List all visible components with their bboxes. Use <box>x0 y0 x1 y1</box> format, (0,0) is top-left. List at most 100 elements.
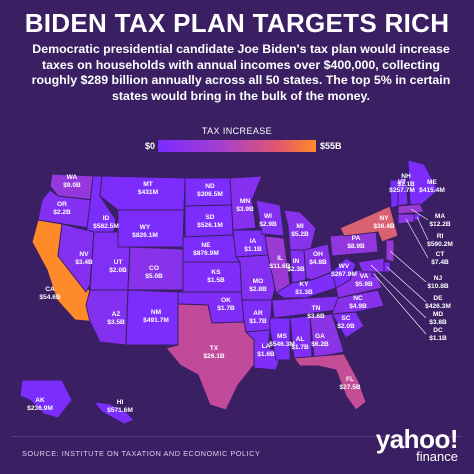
state-value: $10.8B <box>427 282 449 290</box>
state-value: $3.6B <box>307 312 325 320</box>
state-abbr: MI <box>296 223 304 230</box>
state-label-ri: RI $590.2M <box>427 233 453 248</box>
state-label-mt: MT $431M <box>138 181 158 196</box>
yahoo-finance-logo: yahoo! finance <box>375 424 459 464</box>
state-label-ma: MA $12.2B <box>429 213 450 228</box>
state-value: $6.2B <box>311 340 329 348</box>
state-shape-mn <box>229 175 263 231</box>
state-label-wy: WY $826.1M <box>132 224 158 239</box>
brand-name: yahoo! <box>375 424 459 454</box>
state-value: $3.8B <box>429 318 447 326</box>
state-value: $12.2B <box>429 220 451 228</box>
state-label-ga: GA $6.2B <box>311 333 329 348</box>
state-shape-tx <box>165 303 259 411</box>
state-label-dc: DC $1.1B <box>429 327 447 342</box>
state-abbr: NH <box>401 173 411 180</box>
state-abbr: KS <box>211 269 221 276</box>
state-abbr: OR <box>57 201 67 208</box>
leader-line-ma <box>410 208 429 221</box>
footer-divider <box>12 436 462 437</box>
state-label-ky: KY $1.3B <box>295 281 313 296</box>
state-shape-in <box>289 249 307 284</box>
state-abbr: FL <box>345 376 355 383</box>
state-shape-nc <box>331 289 385 315</box>
state-label-nd: ND $306.5M <box>197 183 223 198</box>
leader-line-md <box>370 264 427 319</box>
state-label-mi: MI $5.2B <box>291 223 309 238</box>
state-value: $582.5M <box>93 222 119 230</box>
state-abbr: MN <box>239 198 251 205</box>
state-abbr: NV <box>79 251 89 258</box>
state-value: $236.9M <box>27 404 53 412</box>
state-label-hi: HI $571.6M <box>107 399 133 414</box>
state-label-ar: AR $1.7B <box>249 310 267 325</box>
state-shape-la <box>244 329 283 371</box>
state-shape-nv <box>57 223 95 293</box>
leader-line-ri <box>416 216 429 241</box>
state-shape-me <box>407 159 439 207</box>
state-abbr: KY <box>299 281 309 288</box>
state-label-ut: UT $2.0B <box>109 259 127 274</box>
state-abbr: MO <box>252 278 264 285</box>
state-label-ca: CA $54.6B <box>39 286 60 301</box>
state-shape-ms <box>269 317 291 361</box>
state-value: $431M <box>137 188 159 196</box>
state-shape-fl <box>293 353 367 411</box>
state-value: $7.4B <box>431 258 449 266</box>
state-abbr: PA <box>351 235 361 242</box>
state-abbr: TX <box>209 345 219 352</box>
state-value: $1.3B <box>295 288 313 296</box>
state-value: $1.5B <box>207 276 225 284</box>
state-abbr: MS <box>277 333 287 340</box>
source-note: SOURCE: INSTITUTE ON TAXATION AND ECONOM… <box>22 449 261 458</box>
state-shape-wi <box>255 199 285 237</box>
state-abbr: IN <box>292 258 300 265</box>
state-label-fl: FL $27.5B <box>339 376 360 391</box>
state-abbr: NJ <box>433 275 443 282</box>
leader-line-ct <box>405 218 429 259</box>
state-value: $5.9B <box>355 280 373 288</box>
state-value: $1.1B <box>429 334 447 342</box>
state-value: $876.9M <box>193 249 219 257</box>
state-value: $54.6B <box>39 293 61 301</box>
state-abbr: NC <box>353 295 363 302</box>
state-abbr: WA <box>66 174 78 181</box>
state-label-va: VA $5.9B <box>355 273 373 288</box>
state-abbr: NM <box>150 309 162 316</box>
subtitle: Democratic presidential candidate Joe Bi… <box>31 42 451 103</box>
state-shape-wv <box>331 257 357 289</box>
state-shape-nh <box>397 177 409 207</box>
legend-min-label: $0 <box>145 141 156 151</box>
state-value: $826.1M <box>132 231 158 239</box>
state-value: $546.3M <box>269 340 295 348</box>
state-value: $1.7B <box>291 343 309 351</box>
state-abbr: TN <box>311 305 321 312</box>
state-abbr: NE <box>201 242 211 249</box>
state-abbr: WV <box>338 263 350 270</box>
state-value: $26.1B <box>203 352 225 360</box>
state-abbr: AL <box>295 336 305 343</box>
legend-title: TAX INCREASE <box>201 126 273 136</box>
state-abbr: VA <box>359 273 369 280</box>
page-title: BIDEN TAX PLAN TARGETS RICH <box>24 8 450 38</box>
state-abbr: AR <box>253 310 263 317</box>
state-label-nj: NJ $10.8B <box>427 275 448 290</box>
state-abbr: DE <box>433 295 443 302</box>
state-label-in: IN $2.3B <box>287 258 305 273</box>
state-label-nv: NV $3.4B <box>75 251 93 266</box>
state-label-md: MD $3.8B <box>429 311 447 326</box>
state-label-vt: VT $257.7M <box>389 179 415 194</box>
state-abbr: CT <box>435 251 445 258</box>
state-abbr: HI <box>116 399 124 406</box>
state-abbr: ND <box>205 183 215 190</box>
state-abbr: OK <box>221 297 231 304</box>
state-value: $2.3B <box>287 265 305 273</box>
state-value: $4.9B <box>349 302 367 310</box>
brand-sub: finance <box>416 449 458 464</box>
state-shape-ak <box>19 379 73 419</box>
state-abbr: UT <box>113 259 123 266</box>
state-label-al: AL $1.7B <box>291 336 309 351</box>
state-abbr: MT <box>143 181 153 188</box>
state-abbr: AZ <box>111 311 121 318</box>
